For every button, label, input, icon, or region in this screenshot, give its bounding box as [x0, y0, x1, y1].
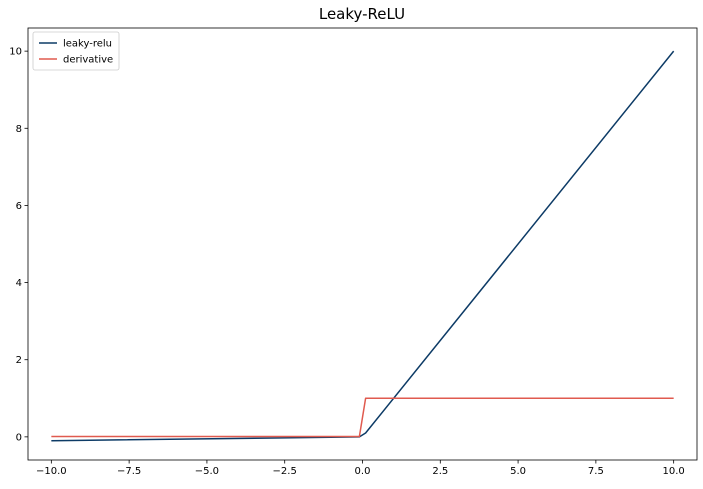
legend: leaky-relu derivative [32, 31, 120, 71]
y-tick-label: 2 [16, 355, 22, 366]
x-tick-label: 7.5 [588, 466, 604, 477]
x-tick-label: −5.0 [195, 466, 219, 477]
series-line-derivative [51, 397, 674, 438]
series-line-leaky-relu [51, 50, 675, 442]
legend-box [32, 31, 120, 71]
x-tick-label: −7.5 [117, 466, 141, 477]
y-tick-label: 10 [9, 47, 22, 58]
x-tick-label: −10.0 [36, 466, 67, 477]
y-tick-label: 8 [16, 124, 22, 135]
x-tick-label: −2.5 [273, 466, 297, 477]
y-tick-label: 6 [16, 201, 22, 212]
y-tick-label: 4 [16, 278, 22, 289]
plot-area: −10.0 −7.5 −5.0 −2.5 0.0 2.5 5.0 7.5 10.0 0 2 4 6 8 10 [9, 27, 698, 477]
x-tick-label: 0.0 [355, 466, 371, 477]
x-tick-label: 5.0 [510, 466, 526, 477]
x-tick-label: 10.0 [663, 466, 685, 477]
legend-label-derivative: derivative [63, 55, 113, 66]
chart-title: Leaky-ReLU [319, 5, 405, 23]
x-tick-label: 2.5 [432, 466, 448, 477]
legend-label-leaky-relu: leaky-relu [63, 39, 112, 50]
axes-frame [27, 27, 698, 461]
y-tick-label: 0 [16, 432, 22, 443]
